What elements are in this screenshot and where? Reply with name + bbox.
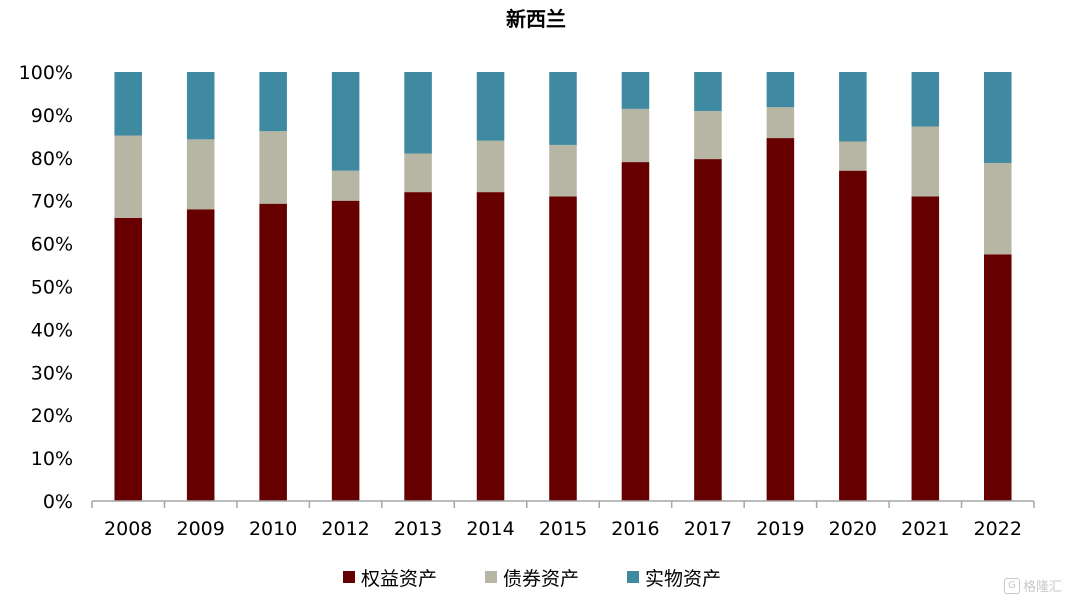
bar-segment-2013-2: [404, 153, 432, 193]
bar-segment-2016-2: [621, 108, 650, 163]
bar-segment-2019-3: [766, 72, 795, 108]
y-tick-label: 80%: [31, 148, 73, 170]
bar-segment-2014-1: [476, 192, 505, 501]
legend-label: 实物资产: [645, 568, 721, 590]
y-tick-label: 60%: [31, 234, 73, 256]
legend-label: 债券资产: [503, 568, 579, 590]
bar-segment-2010-2: [259, 131, 287, 204]
bar-segment-2010-1: [259, 203, 287, 501]
bar-segment-2021-2: [911, 126, 940, 197]
watermark-logo-icon: G: [1003, 577, 1020, 594]
x-axis: 2008 2009 2010 2012 2013 2014 2015 2016 2017 2019…: [91, 500, 1035, 540]
legend: 权益资产 债券资产 实物资产: [343, 568, 721, 590]
bar-segment-2017-1: [694, 159, 722, 501]
bar-segment-2020-1: [839, 170, 867, 502]
bar-segment-2012-2: [331, 170, 360, 201]
bar-segment-2010-3: [259, 72, 287, 132]
watermark-text: 格隆汇: [1022, 580, 1062, 595]
bar-segment-2008-2: [114, 135, 142, 218]
bar-segment-2009-3: [186, 72, 215, 140]
bar-segment-2017-2: [694, 111, 722, 160]
x-tick-label: 2015: [539, 518, 587, 540]
x-tick-label: 2009: [177, 518, 225, 540]
chart-title: 新西兰: [506, 7, 566, 31]
bar-segment-2017-3: [694, 72, 722, 112]
watermark: G 格隆汇: [1003, 576, 1062, 595]
legend-label: 权益资产: [361, 568, 437, 590]
x-tick-label: 2020: [829, 518, 877, 540]
bar-segment-2015-3: [549, 72, 577, 145]
y-tick-label: 0%: [43, 491, 73, 513]
bar-segment-2015-2: [549, 144, 577, 197]
y-tick-label: 30%: [31, 362, 73, 384]
bar-segment-2008-1: [114, 217, 142, 502]
y-tick-label: 90%: [31, 105, 73, 127]
y-tick-label: 40%: [31, 319, 73, 341]
x-tick-label: 2008: [104, 518, 152, 540]
bar-segment-2008-3: [114, 72, 142, 136]
legend-swatch: [485, 571, 497, 583]
y-axis-ticks: 0% 10% 20% 30% 40% 50% 60% 70% 80% 90% 100%: [19, 62, 73, 513]
bar-segment-2019-2: [766, 107, 795, 139]
bar-segment-2013-3: [404, 72, 432, 154]
x-tick-label: 2019: [756, 518, 804, 540]
y-tick-label: 50%: [31, 277, 73, 299]
y-tick-label: 70%: [31, 191, 73, 213]
x-tick-label: 2017: [684, 518, 732, 540]
y-tick-label: 20%: [31, 405, 73, 427]
x-tick-label: 2022: [974, 518, 1022, 540]
y-tick-label: 100%: [19, 62, 73, 84]
bar-segment-2016-1: [621, 162, 650, 501]
bar-segment-2009-2: [186, 139, 215, 210]
x-tick-label: 2012: [321, 518, 369, 540]
bar-segment-2009-1: [186, 209, 215, 501]
bar-segment-2022-3: [984, 72, 1012, 163]
bar-segment-2013-1: [404, 192, 432, 501]
bar-segment-2015-1: [549, 196, 577, 501]
x-tick-label: 2010: [249, 518, 297, 540]
bar-segment-2016-3: [621, 72, 650, 109]
bar-segment-2022-1: [984, 254, 1012, 501]
bar-segment-2014-2: [476, 140, 505, 193]
bar-segment-2022-2: [984, 162, 1012, 255]
bar-segment-2012-1: [331, 200, 360, 501]
legend-swatch: [627, 571, 639, 583]
bars-group: [114, 72, 1012, 502]
y-tick-label: 10%: [31, 448, 73, 470]
x-tick-label: 2021: [901, 518, 949, 540]
x-tick-label: 2014: [466, 518, 514, 540]
bar-segment-2020-2: [839, 141, 867, 171]
bar-segment-2014-3: [476, 72, 505, 141]
bar-segment-2012-3: [331, 72, 360, 171]
bar-segment-2019-1: [766, 138, 795, 501]
legend-swatch: [343, 571, 355, 583]
bar-segment-2020-3: [839, 72, 867, 142]
bar-segment-2021-3: [911, 72, 940, 127]
x-tick-label: 2013: [394, 518, 442, 540]
x-tick-label: 2016: [611, 518, 659, 540]
bar-segment-2021-1: [911, 196, 940, 501]
